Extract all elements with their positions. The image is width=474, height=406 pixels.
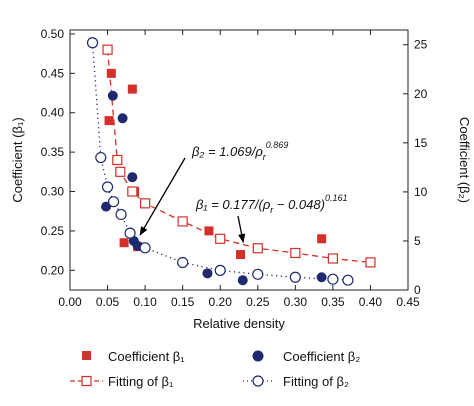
right-y-axis-ticks: 0 5 10 15 20 25 [403,38,428,297]
right-y-axis-title: Coefficient (β₂) [457,117,472,203]
left-y-tick-label: 0.40 [41,106,65,120]
annotation-arrows [139,157,246,244]
point-open-square [365,257,376,268]
legend: Coefficient β₁ Coefficient β₂ Fitting of… [70,349,360,389]
x-axis-title: Relative density [193,316,285,331]
x-tick-label: 0.20 [209,295,233,309]
x-tick-label: 0.40 [359,295,383,309]
x-tick-label: 0.25 [246,295,270,309]
point-filled-circle [107,90,118,101]
data-points [86,37,376,286]
point-open-square [140,198,151,209]
x-axis-ticks: 0.00 0.05 0.10 0.15 0.20 0.25 0.30 0.35 0.40 0.45 [58,30,420,309]
point-open-circle [252,268,264,280]
point-filled-circle [117,113,128,124]
point-filled-square [119,238,129,248]
point-open-square [127,186,138,197]
plot-border [69,29,409,291]
legend-item-fitting-beta1: Fitting of β₁ [70,374,174,389]
ann2-main: β₁ = 0.177/(ρ [195,197,271,212]
point-filled-square [106,68,116,78]
x-tick-label: 0.30 [284,295,308,309]
right-y-tick-label: 25 [414,38,428,52]
left-y-tick-label: 0.35 [41,145,65,159]
right-y-tick-label: 0 [414,283,421,297]
legend-item-coefficient-beta1: Coefficient β₁ [82,349,185,364]
point-open-square [177,216,188,227]
point-filled-square [204,226,214,236]
point-open-square [112,154,123,166]
left-y-tick-label: 0.20 [41,263,65,277]
legend-label-fitting-beta2: Fitting of β₂ [283,374,349,389]
x-tick-label: 0.45 [396,295,420,309]
point-open-circle [107,196,120,208]
right-y-tick-label: 5 [414,234,421,248]
legend-label-coefficient-beta1: Coefficient β₁ [108,349,185,364]
point-open-circle [327,273,339,285]
legend-item-coefficient-beta2: Coefficient β₂ [252,349,360,364]
left-y-axis-title: Coefficient (β₁) [10,117,25,202]
right-y-tick-label: 15 [414,136,428,150]
right-y-tick-label: 10 [414,185,428,199]
left-y-axis-ticks: 0.20 0.25 0.30 0.35 0.40 0.45 0.50 [41,27,75,277]
point-open-circle [177,256,189,269]
point-filled-square [236,250,246,260]
ann2-tail: − 0.048) [273,197,325,212]
x-tick-label: 0.00 [58,295,82,309]
ann1-sub: r [263,152,267,162]
point-filled-circle [127,172,138,183]
point-filled-circle [237,275,248,286]
right-y-tick-label: 20 [414,87,428,101]
point-open-circle [289,271,301,283]
point-open-square [102,44,113,55]
ann1-sup: 0.869 [266,140,289,150]
point-open-circle [214,264,226,276]
point-open-square [215,233,226,244]
point-filled-circle [316,272,327,283]
left-y-tick-label: 0.25 [41,224,65,238]
annotation-beta2-formula: β₂ = 1.069/ρr 0.869 [191,140,288,162]
axes-frame [69,29,409,291]
legend-label-coefficient-beta2: Coefficient β₂ [283,349,360,364]
point-open-square [252,243,263,254]
point-open-circle [86,37,99,49]
legend-open-square-icon [81,375,92,387]
left-y-tick-label: 0.30 [41,185,65,199]
point-open-square [115,166,126,177]
legend-label-fitting-beta1: Fitting of β₁ [108,374,174,389]
x-tick-label: 0.15 [171,295,195,309]
point-open-square [327,253,338,264]
left-y-tick-label: 0.45 [41,66,65,80]
point-filled-square [127,84,137,94]
ann2-sub: r [270,205,274,215]
point-open-circle [124,227,136,239]
legend-filled-circle-icon [252,350,264,362]
legend-open-circle-icon [252,375,264,387]
arrow-beta1 [237,215,246,244]
point-open-square [290,247,301,259]
point-open-circle [101,181,114,193]
point-filled-square [104,116,114,126]
legend-item-fitting-beta2: Fitting of β₂ [243,374,349,389]
ann2-sup: 0.161 [325,193,348,203]
left-y-tick-label: 0.50 [41,27,65,41]
arrow-beta2 [139,157,186,236]
point-open-circle [115,208,127,221]
x-tick-label: 0.05 [96,295,120,309]
point-open-circle [342,274,354,286]
ann1-main: β₂ = 1.069/ρ [191,144,263,159]
legend-filled-square-icon [82,351,91,360]
point-filled-circle [202,268,213,279]
annotation-beta1-formula: β₁ = 0.177/(ρr − 0.048)0.161 [195,193,347,215]
x-tick-label: 0.10 [133,295,157,309]
point-open-circle [139,242,151,254]
x-tick-label: 0.35 [321,295,345,309]
point-filled-square [317,234,327,244]
point-open-circle [95,151,107,164]
